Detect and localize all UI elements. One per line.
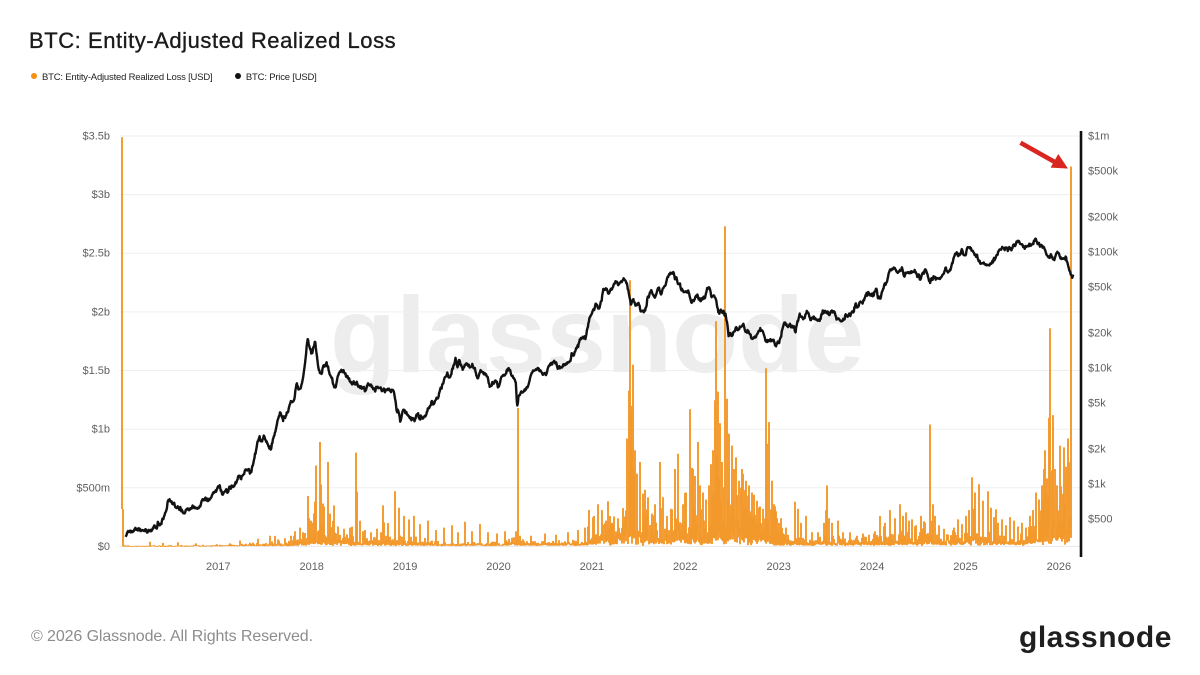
svg-text:$20k: $20k bbox=[1088, 328, 1112, 340]
svg-text:2019: 2019 bbox=[393, 561, 417, 573]
svg-text:$50k: $50k bbox=[1088, 281, 1112, 293]
svg-text:$1b: $1b bbox=[92, 424, 110, 436]
svg-text:2026: 2026 bbox=[1047, 561, 1071, 573]
svg-text:2021: 2021 bbox=[580, 561, 604, 573]
svg-text:2023: 2023 bbox=[766, 561, 790, 573]
svg-text:2020: 2020 bbox=[486, 561, 510, 573]
svg-text:$2k: $2k bbox=[1088, 444, 1106, 456]
svg-text:2018: 2018 bbox=[299, 561, 323, 573]
svg-text:2024: 2024 bbox=[860, 561, 884, 573]
svg-text:$1m: $1m bbox=[1088, 131, 1109, 143]
svg-text:$0: $0 bbox=[98, 541, 110, 553]
svg-text:2017: 2017 bbox=[206, 561, 230, 573]
svg-text:$1k: $1k bbox=[1088, 479, 1106, 491]
svg-text:$10k: $10k bbox=[1088, 363, 1112, 375]
svg-text:$3.5b: $3.5b bbox=[82, 131, 110, 143]
svg-text:$2b: $2b bbox=[92, 306, 110, 318]
svg-text:2025: 2025 bbox=[953, 561, 977, 573]
svg-text:2022: 2022 bbox=[673, 561, 697, 573]
svg-text:$500m: $500m bbox=[76, 482, 110, 494]
svg-text:$5k: $5k bbox=[1088, 397, 1106, 409]
svg-text:$200k: $200k bbox=[1088, 212, 1118, 224]
svg-text:$3b: $3b bbox=[92, 189, 110, 201]
svg-text:$2.5b: $2.5b bbox=[82, 248, 110, 260]
svg-text:$100k: $100k bbox=[1088, 247, 1118, 259]
svg-text:$500k: $500k bbox=[1088, 165, 1118, 177]
svg-text:$1.5b: $1.5b bbox=[82, 365, 110, 377]
svg-text:$500: $500 bbox=[1088, 513, 1112, 525]
